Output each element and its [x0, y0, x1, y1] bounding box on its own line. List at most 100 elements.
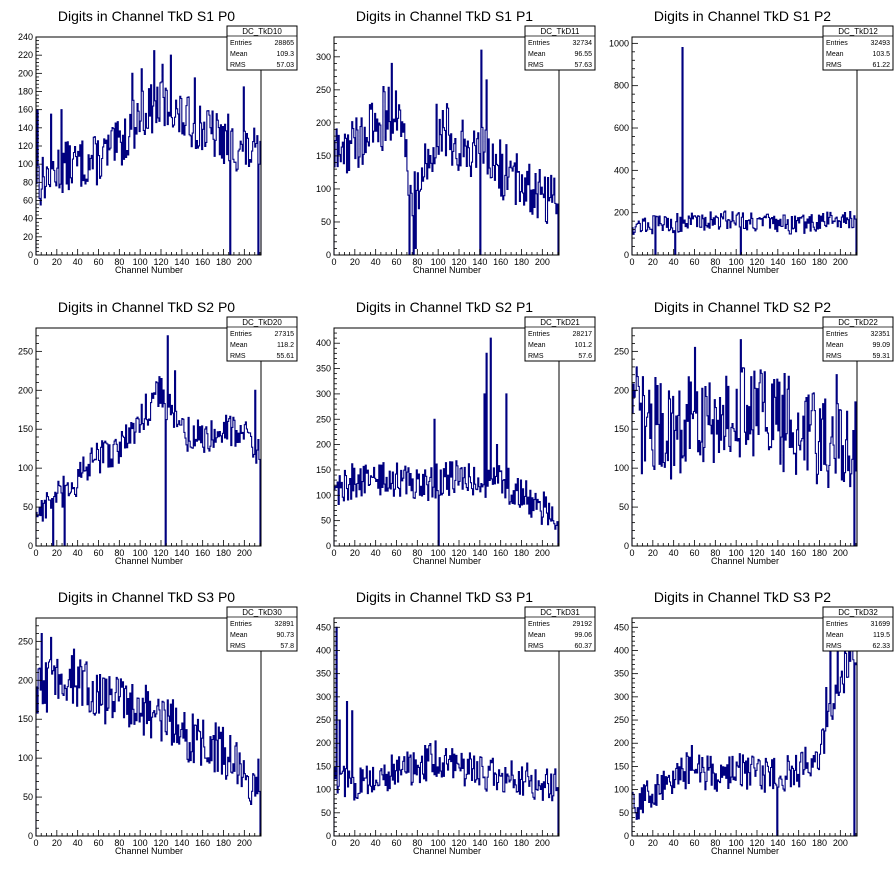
stats-label: Entries: [826, 621, 848, 628]
x-tick-label: 160: [791, 257, 806, 267]
x-axis-label: Channel Number: [711, 265, 779, 275]
y-tick-label: 100: [614, 463, 629, 473]
stats-label: Entries: [528, 40, 550, 47]
stats-label: RMS: [230, 62, 246, 69]
x-tick-label: 20: [648, 838, 658, 848]
stats-value: 59.31: [872, 353, 890, 360]
x-tick-label: 40: [73, 257, 83, 267]
x-tick-label: 140: [472, 548, 487, 558]
stats-label: Entries: [826, 331, 848, 338]
stats-value: 119.5: [873, 632, 890, 639]
x-axis-label: Channel Number: [115, 556, 183, 566]
x-tick-label: 20: [648, 548, 658, 558]
x-tick-label: 80: [114, 548, 124, 558]
stats-value: 28217: [573, 331, 593, 338]
x-tick-label: 20: [350, 257, 360, 267]
stats-box: [822, 606, 894, 652]
stats-label: Mean: [230, 342, 248, 349]
histogram-series-line: [333, 337, 559, 547]
y-tick-label: 50: [619, 502, 629, 512]
histogram-panel-2: Digits in Channel TkD S1 P1 0 20 40 60 80 100 1…: [316, 8, 596, 275]
y-tick-label: 0: [326, 541, 331, 551]
y-tick-label: 200: [614, 208, 629, 218]
stats-name: DC_TkD31: [540, 608, 580, 617]
stats-label: RMS: [826, 353, 842, 360]
stats-box: [524, 25, 596, 71]
chart-title: Digits in Channel TkD S1 P2: [654, 8, 831, 24]
x-tick-label: 80: [412, 838, 422, 848]
plot-frame: [333, 327, 560, 547]
y-tick-label: 200: [18, 68, 33, 78]
y-tick-label: 150: [18, 424, 33, 434]
histogram-series-line: [35, 633, 261, 837]
stats-value: 60.37: [574, 643, 592, 650]
y-tick-label: 1000: [609, 38, 629, 48]
stats-box: [524, 316, 596, 362]
histogram-panel-5: Digits in Channel TkD S2 P1 0 20 40 60 80 100 1…: [316, 299, 596, 566]
x-tick-label: 80: [710, 257, 720, 267]
stats-label: RMS: [528, 353, 544, 360]
stats-name: DC_TkD32: [838, 608, 878, 617]
x-tick-label: 200: [535, 838, 550, 848]
stats-label: RMS: [528, 643, 544, 650]
y-tick-label: 20: [23, 232, 33, 242]
stats-value: 28865: [275, 40, 295, 47]
chart-title: Digits in Channel TkD S2 P1: [356, 299, 533, 315]
y-tick-label: 100: [18, 753, 33, 763]
y-tick-label: 600: [614, 123, 629, 133]
stats-value: 62.33: [872, 643, 890, 650]
x-tick-label: 100: [431, 548, 446, 558]
x-tick-label: 40: [669, 838, 679, 848]
y-tick-label: 0: [624, 250, 629, 260]
stats-label: RMS: [826, 62, 842, 69]
histogram-series-line: [333, 49, 559, 256]
stats-value: 99.06: [574, 632, 592, 639]
y-tick-label: 50: [321, 516, 331, 526]
x-tick-label: 160: [195, 257, 210, 267]
x-tick-label: 160: [493, 838, 508, 848]
stats-label: Mean: [230, 632, 248, 639]
chart-title: Digits in Channel TkD S2 P0: [58, 299, 235, 315]
stats-label: Mean: [230, 51, 248, 58]
x-tick-label: 180: [514, 257, 529, 267]
y-tick-label: 0: [624, 541, 629, 551]
y-tick-label: 240: [18, 32, 33, 42]
y-tick-label: 250: [316, 85, 331, 95]
y-tick-label: 0: [28, 250, 33, 260]
stats-label: Entries: [826, 40, 848, 47]
x-tick-label: 60: [93, 257, 103, 267]
y-tick-label: 250: [316, 715, 331, 725]
stats-value: 32734: [573, 40, 593, 47]
plot-frame: [631, 36, 858, 256]
histogram-panel-6: Digits in Channel TkD S2 P2 0 20 40 60 80 100 1…: [614, 299, 894, 566]
y-tick-label: 150: [316, 151, 331, 161]
x-tick-label: 180: [812, 548, 827, 558]
x-tick-label: 140: [770, 838, 785, 848]
x-tick-label: 140: [770, 548, 785, 558]
x-tick-label: 0: [33, 548, 38, 558]
y-tick-label: 50: [619, 808, 629, 818]
x-tick-label: 120: [749, 257, 764, 267]
stats-name: DC_TkD11: [541, 27, 581, 36]
y-tick-label: 200: [316, 118, 331, 128]
x-tick-label: 140: [174, 257, 189, 267]
x-tick-label: 200: [535, 257, 550, 267]
plot-frame: [333, 36, 560, 256]
histogram-series-line: [631, 47, 857, 256]
x-tick-label: 120: [451, 548, 466, 558]
x-tick-label: 40: [669, 548, 679, 558]
x-axis-label: Channel Number: [413, 265, 481, 275]
stats-value: 109.3: [276, 51, 294, 58]
y-tick-label: 160: [18, 105, 33, 115]
y-tick-label: 250: [18, 636, 33, 646]
x-axis-label: Channel Number: [115, 265, 183, 275]
y-tick-label: 300: [316, 389, 331, 399]
stats-value: 29192: [573, 621, 593, 628]
x-axis-label: Channel Number: [413, 846, 481, 856]
stats-label: Mean: [826, 51, 844, 58]
x-tick-label: 180: [216, 838, 231, 848]
stats-label: Entries: [230, 621, 252, 628]
stats-label: Mean: [528, 51, 546, 58]
x-tick-label: 80: [114, 838, 124, 848]
